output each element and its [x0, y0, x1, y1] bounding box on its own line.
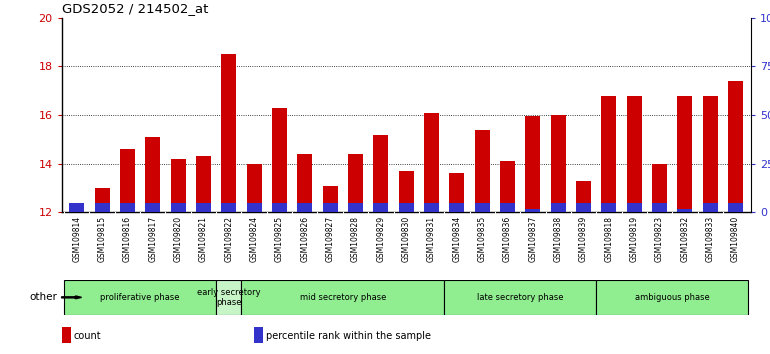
Bar — [678, 96, 692, 212]
Text: GSM109816: GSM109816 — [123, 216, 132, 262]
Bar — [196, 204, 211, 212]
Text: GSM109837: GSM109837 — [528, 216, 537, 262]
Text: GSM109826: GSM109826 — [300, 216, 310, 262]
Bar — [348, 204, 363, 212]
Text: ambiguous phase: ambiguous phase — [634, 293, 710, 302]
Text: GSM109817: GSM109817 — [149, 216, 157, 262]
Bar — [449, 204, 464, 212]
Bar — [246, 164, 262, 212]
Bar — [297, 154, 313, 212]
Bar — [348, 154, 363, 212]
Text: GSM109840: GSM109840 — [731, 216, 740, 262]
Bar — [399, 204, 413, 212]
Bar — [702, 96, 718, 212]
Bar — [576, 204, 591, 212]
Bar — [627, 204, 642, 212]
Text: GSM109823: GSM109823 — [655, 216, 664, 262]
Bar — [216, 280, 242, 315]
Text: GSM109838: GSM109838 — [554, 216, 563, 262]
Bar — [120, 204, 135, 212]
Bar — [551, 204, 566, 212]
Text: percentile rank within the sample: percentile rank within the sample — [266, 331, 430, 341]
Text: GSM109824: GSM109824 — [249, 216, 259, 262]
Text: GSM109830: GSM109830 — [402, 216, 410, 262]
Bar — [627, 96, 642, 212]
Text: GSM109835: GSM109835 — [477, 216, 487, 262]
Bar — [95, 188, 110, 212]
Text: GSM109839: GSM109839 — [579, 216, 588, 262]
Text: other: other — [29, 292, 57, 302]
Bar — [399, 171, 413, 212]
Bar — [170, 204, 186, 212]
Text: proliferative phase: proliferative phase — [100, 293, 180, 302]
Bar — [474, 204, 490, 212]
Bar — [449, 173, 464, 212]
Bar — [373, 204, 388, 212]
Bar — [551, 115, 566, 212]
Bar — [576, 181, 591, 212]
Text: GDS2052 / 214502_at: GDS2052 / 214502_at — [62, 2, 208, 15]
Text: early secretory
phase: early secretory phase — [197, 288, 260, 307]
Bar — [246, 204, 262, 212]
Text: GSM109814: GSM109814 — [72, 216, 82, 262]
Text: GSM109815: GSM109815 — [98, 216, 106, 262]
Bar — [728, 81, 743, 212]
Text: count: count — [73, 331, 101, 341]
Bar — [146, 204, 160, 212]
Bar — [728, 204, 743, 212]
Bar — [601, 96, 617, 212]
Bar — [95, 204, 110, 212]
Bar — [424, 113, 439, 212]
Bar — [702, 204, 718, 212]
Bar — [196, 156, 211, 212]
Text: GSM109825: GSM109825 — [275, 216, 284, 262]
Bar — [652, 204, 667, 212]
Text: mid secretory phase: mid secretory phase — [300, 293, 386, 302]
Bar — [323, 204, 338, 212]
Text: GSM109834: GSM109834 — [452, 216, 461, 262]
Bar — [525, 116, 541, 212]
Bar — [373, 135, 388, 212]
Text: GSM109828: GSM109828 — [351, 216, 360, 262]
Bar — [323, 185, 338, 212]
Bar — [69, 207, 85, 212]
Bar — [525, 209, 541, 212]
Text: GSM109827: GSM109827 — [326, 216, 335, 262]
Bar — [652, 164, 667, 212]
Bar — [69, 204, 85, 212]
Text: GSM109818: GSM109818 — [604, 216, 614, 262]
Text: GSM109833: GSM109833 — [706, 216, 715, 262]
Bar — [221, 204, 236, 212]
Text: GSM109820: GSM109820 — [174, 216, 182, 262]
Text: GSM109832: GSM109832 — [681, 216, 689, 262]
Bar — [678, 209, 692, 212]
Bar — [221, 54, 236, 212]
Bar — [64, 280, 216, 315]
Text: late secretory phase: late secretory phase — [477, 293, 564, 302]
Text: GSM109821: GSM109821 — [199, 216, 208, 262]
Bar — [146, 137, 160, 212]
Bar — [120, 149, 135, 212]
Text: GSM109822: GSM109822 — [224, 216, 233, 262]
Bar — [596, 280, 748, 315]
Text: GSM109829: GSM109829 — [377, 216, 385, 262]
Bar — [272, 204, 287, 212]
Bar — [474, 130, 490, 212]
Bar — [242, 280, 444, 315]
Bar — [170, 159, 186, 212]
Text: GSM109819: GSM109819 — [630, 216, 638, 262]
Bar — [272, 108, 287, 212]
Bar — [500, 161, 515, 212]
Bar — [601, 204, 617, 212]
Text: GSM109836: GSM109836 — [503, 216, 512, 262]
Text: GSM109831: GSM109831 — [427, 216, 436, 262]
Bar — [424, 204, 439, 212]
Bar — [500, 204, 515, 212]
Bar — [444, 280, 596, 315]
Bar — [297, 204, 313, 212]
